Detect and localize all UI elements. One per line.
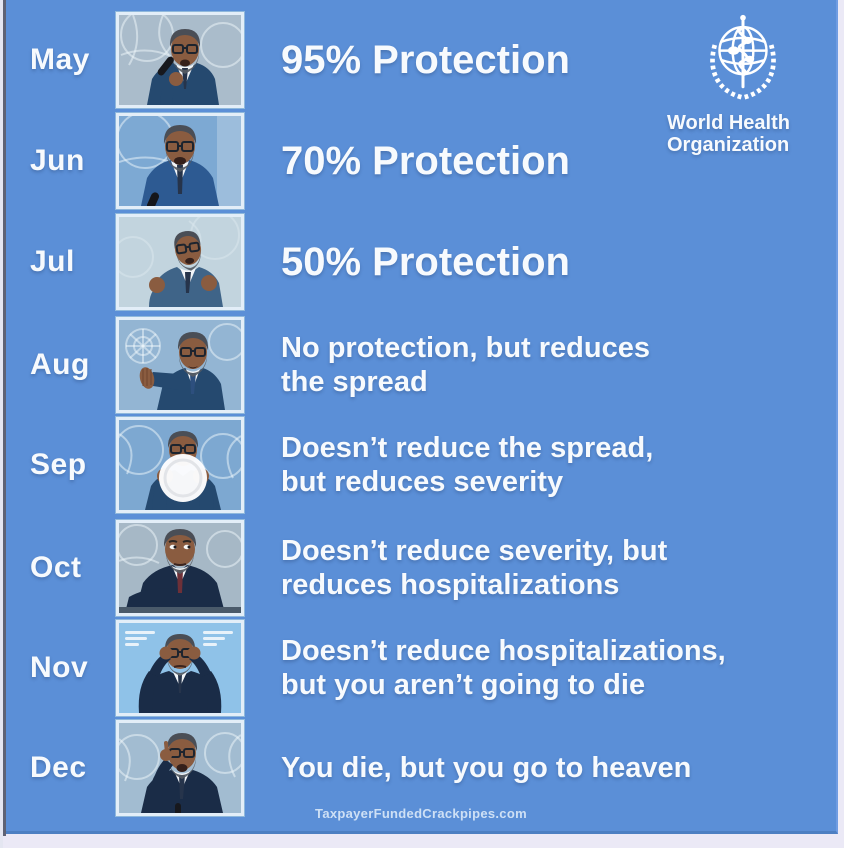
caption: 95% Protection bbox=[281, 38, 570, 82]
timeline-row-may: May 95% Protection bbox=[6, 12, 836, 108]
photo-art-nov bbox=[119, 623, 241, 713]
who-wordmark-line2: Organization bbox=[667, 134, 790, 156]
photo-sep-drinking-glass bbox=[116, 417, 244, 513]
photo-art-dec bbox=[119, 723, 241, 813]
caption: Doesn’t reduce the spread, but reduces s… bbox=[281, 432, 654, 498]
photo-art-jul bbox=[119, 217, 241, 307]
who-wordmark: World Health Organization bbox=[667, 112, 831, 156]
who-logo: World Health Organization bbox=[655, 12, 831, 156]
timeline-row-oct: Oct Does bbox=[6, 520, 836, 616]
timeline-row-sep: Sep Doesn’t reduce the spread, bbox=[6, 417, 836, 513]
caption: No protection, but reduces the spread bbox=[281, 332, 650, 398]
photo-jul-hands-raised bbox=[116, 214, 244, 310]
month-label: Sep bbox=[30, 448, 87, 481]
photo-may-speaking-with-mic bbox=[116, 12, 244, 108]
photo-nov-hands-on-temples bbox=[116, 620, 244, 716]
caption: You die, but you go to heaven bbox=[281, 752, 692, 784]
photo-art-oct bbox=[119, 523, 241, 613]
month-label: Dec bbox=[30, 751, 87, 784]
caption: 70% Protection bbox=[281, 139, 570, 183]
timeline-row-nov: Nov bbox=[6, 620, 836, 716]
who-wordmark-line1: World Health bbox=[667, 112, 790, 134]
photo-dec-pointing-at-temple bbox=[116, 720, 244, 816]
watermark: TaxpayerFundedCrackpipes.com bbox=[315, 806, 527, 821]
photo-jun-talking bbox=[116, 113, 244, 209]
timeline-row-aug: Aug No protection, bbox=[6, 317, 836, 413]
timeline-row-jul: Jul bbox=[6, 214, 836, 310]
timeline-row-dec: Dec You bbox=[6, 720, 836, 816]
caption: Doesn’t reduce severity, but reduces hos… bbox=[281, 535, 668, 601]
who-emblem-icon bbox=[710, 14, 776, 100]
photo-art-aug bbox=[119, 320, 241, 410]
timeline-row-jun: Jun 70% Protection bbox=[6, 113, 836, 209]
photo-art-jun bbox=[119, 116, 241, 206]
month-label: Aug bbox=[30, 348, 90, 381]
caption: Doesn’t reduce hospitalizations, but you… bbox=[281, 635, 726, 701]
month-label: Oct bbox=[30, 551, 82, 584]
month-label: Jun bbox=[30, 144, 85, 177]
photo-oct-leaning bbox=[116, 520, 244, 616]
month-label: Jul bbox=[30, 245, 75, 278]
meme-canvas: May 95% Protection bbox=[6, 0, 838, 834]
photo-art-may bbox=[119, 15, 241, 105]
month-label: Nov bbox=[30, 651, 89, 684]
photo-aug-palm-gesture bbox=[116, 317, 244, 413]
left-edge-dark bbox=[3, 0, 6, 836]
month-label: May bbox=[30, 43, 90, 76]
left-edge-light bbox=[0, 0, 3, 848]
caption: 50% Protection bbox=[281, 240, 570, 284]
photo-art-sep bbox=[119, 420, 241, 510]
